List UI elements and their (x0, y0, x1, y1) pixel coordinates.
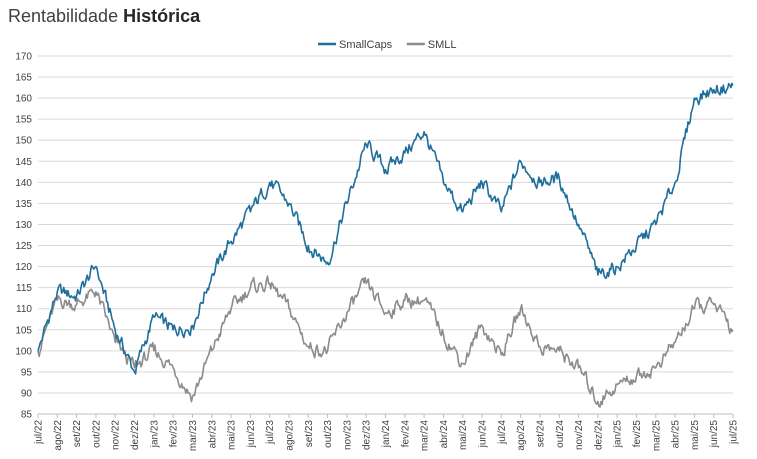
chart-title-regular: Rentabilidade (8, 6, 119, 26)
x-tick-label: nov/22 (111, 420, 122, 450)
y-tick-label: 150 (15, 136, 32, 147)
x-tick-label: fev/23 (169, 420, 180, 448)
y-tick-label: 105 (15, 325, 32, 336)
x-tick-label: out/24 (555, 420, 566, 448)
x-tick-label: abr/25 (671, 420, 682, 449)
chart-title-bold: Histórica (123, 6, 201, 26)
y-tick-label: 110 (16, 304, 32, 315)
x-axis: jul/22 ago/22 set/22 out/22 nov/22 dez/22 jan/… (34, 413, 740, 452)
y-axis: 85 90 95 100 105 110 115 120 125 130 135 140 145 150 1… (15, 52, 32, 421)
x-tick-label: mai/24 (458, 420, 469, 450)
y-tick-label: 100 (15, 346, 32, 357)
x-tick-label: ago/22 (53, 420, 64, 451)
y-tick-label: 120 (15, 262, 32, 273)
y-tick-label: 165 (15, 73, 32, 84)
y-tick-label: 170 (15, 52, 32, 63)
y-tick-label: 85 (21, 410, 33, 421)
x-tick-label: set/23 (304, 420, 315, 448)
x-tick-label: jun/25 (709, 420, 720, 449)
series-line-smll (37, 275, 734, 408)
x-tick-label: jan/23 (149, 420, 160, 449)
x-tick-label: jul/25 (729, 420, 740, 445)
x-tick-label: set/22 (72, 420, 83, 448)
y-tick-label: 155 (15, 115, 32, 126)
x-tick-label: fev/24 (400, 420, 411, 448)
y-tick-label: 115 (16, 283, 32, 294)
x-tick-label: mai/23 (227, 420, 238, 450)
x-tick-label: jul/23 (265, 420, 276, 445)
x-tick-label: nov/23 (342, 420, 353, 450)
x-tick-label: jun/23 (246, 420, 257, 449)
y-tick-label: 145 (15, 157, 32, 168)
y-tick-label: 160 (15, 94, 32, 105)
y-tick-label: 135 (15, 199, 32, 210)
x-tick-label: jan/25 (613, 420, 624, 449)
y-tick-label: 130 (15, 220, 32, 231)
x-tick-label: abr/23 (207, 420, 218, 449)
x-tick-label: nov/24 (574, 420, 585, 450)
y-tick-label: 90 (21, 388, 33, 399)
x-tick-label: fev/25 (632, 420, 643, 448)
y-tick-label: 95 (21, 367, 33, 378)
x-tick-label: mar/25 (651, 420, 662, 452)
y-tick-label: 140 (15, 178, 32, 189)
x-tick-label: ago/24 (516, 420, 527, 451)
x-tick-label: dez/23 (362, 420, 373, 450)
x-tick-label: mai/25 (690, 420, 701, 450)
x-tick-label: abr/24 (439, 420, 450, 449)
x-tick-label: out/22 (91, 420, 102, 448)
x-tick-label: jul/22 (34, 420, 45, 445)
legend-label: SmallCaps (339, 39, 393, 51)
x-tick-label: out/23 (323, 420, 334, 448)
legend-label: SMLL (428, 39, 457, 51)
chart-title: Rentabilidade Histórica (8, 6, 200, 27)
legend: SmallCaps SMLL (318, 39, 457, 51)
x-tick-label: dez/24 (593, 420, 604, 450)
x-tick-label: jun/24 (478, 420, 489, 449)
x-tick-label: jul/24 (497, 420, 508, 445)
x-tick-label: set/24 (535, 420, 546, 448)
x-tick-label: ago/23 (284, 420, 295, 451)
x-tick-label: mar/23 (188, 420, 199, 452)
y-tick-label: 125 (15, 241, 32, 252)
series-group (37, 82, 734, 408)
x-tick-label: mar/24 (420, 420, 431, 452)
x-tick-label: dez/22 (130, 420, 141, 450)
x-tick-label: jan/24 (381, 420, 392, 449)
series-line-smallcaps (37, 82, 734, 375)
